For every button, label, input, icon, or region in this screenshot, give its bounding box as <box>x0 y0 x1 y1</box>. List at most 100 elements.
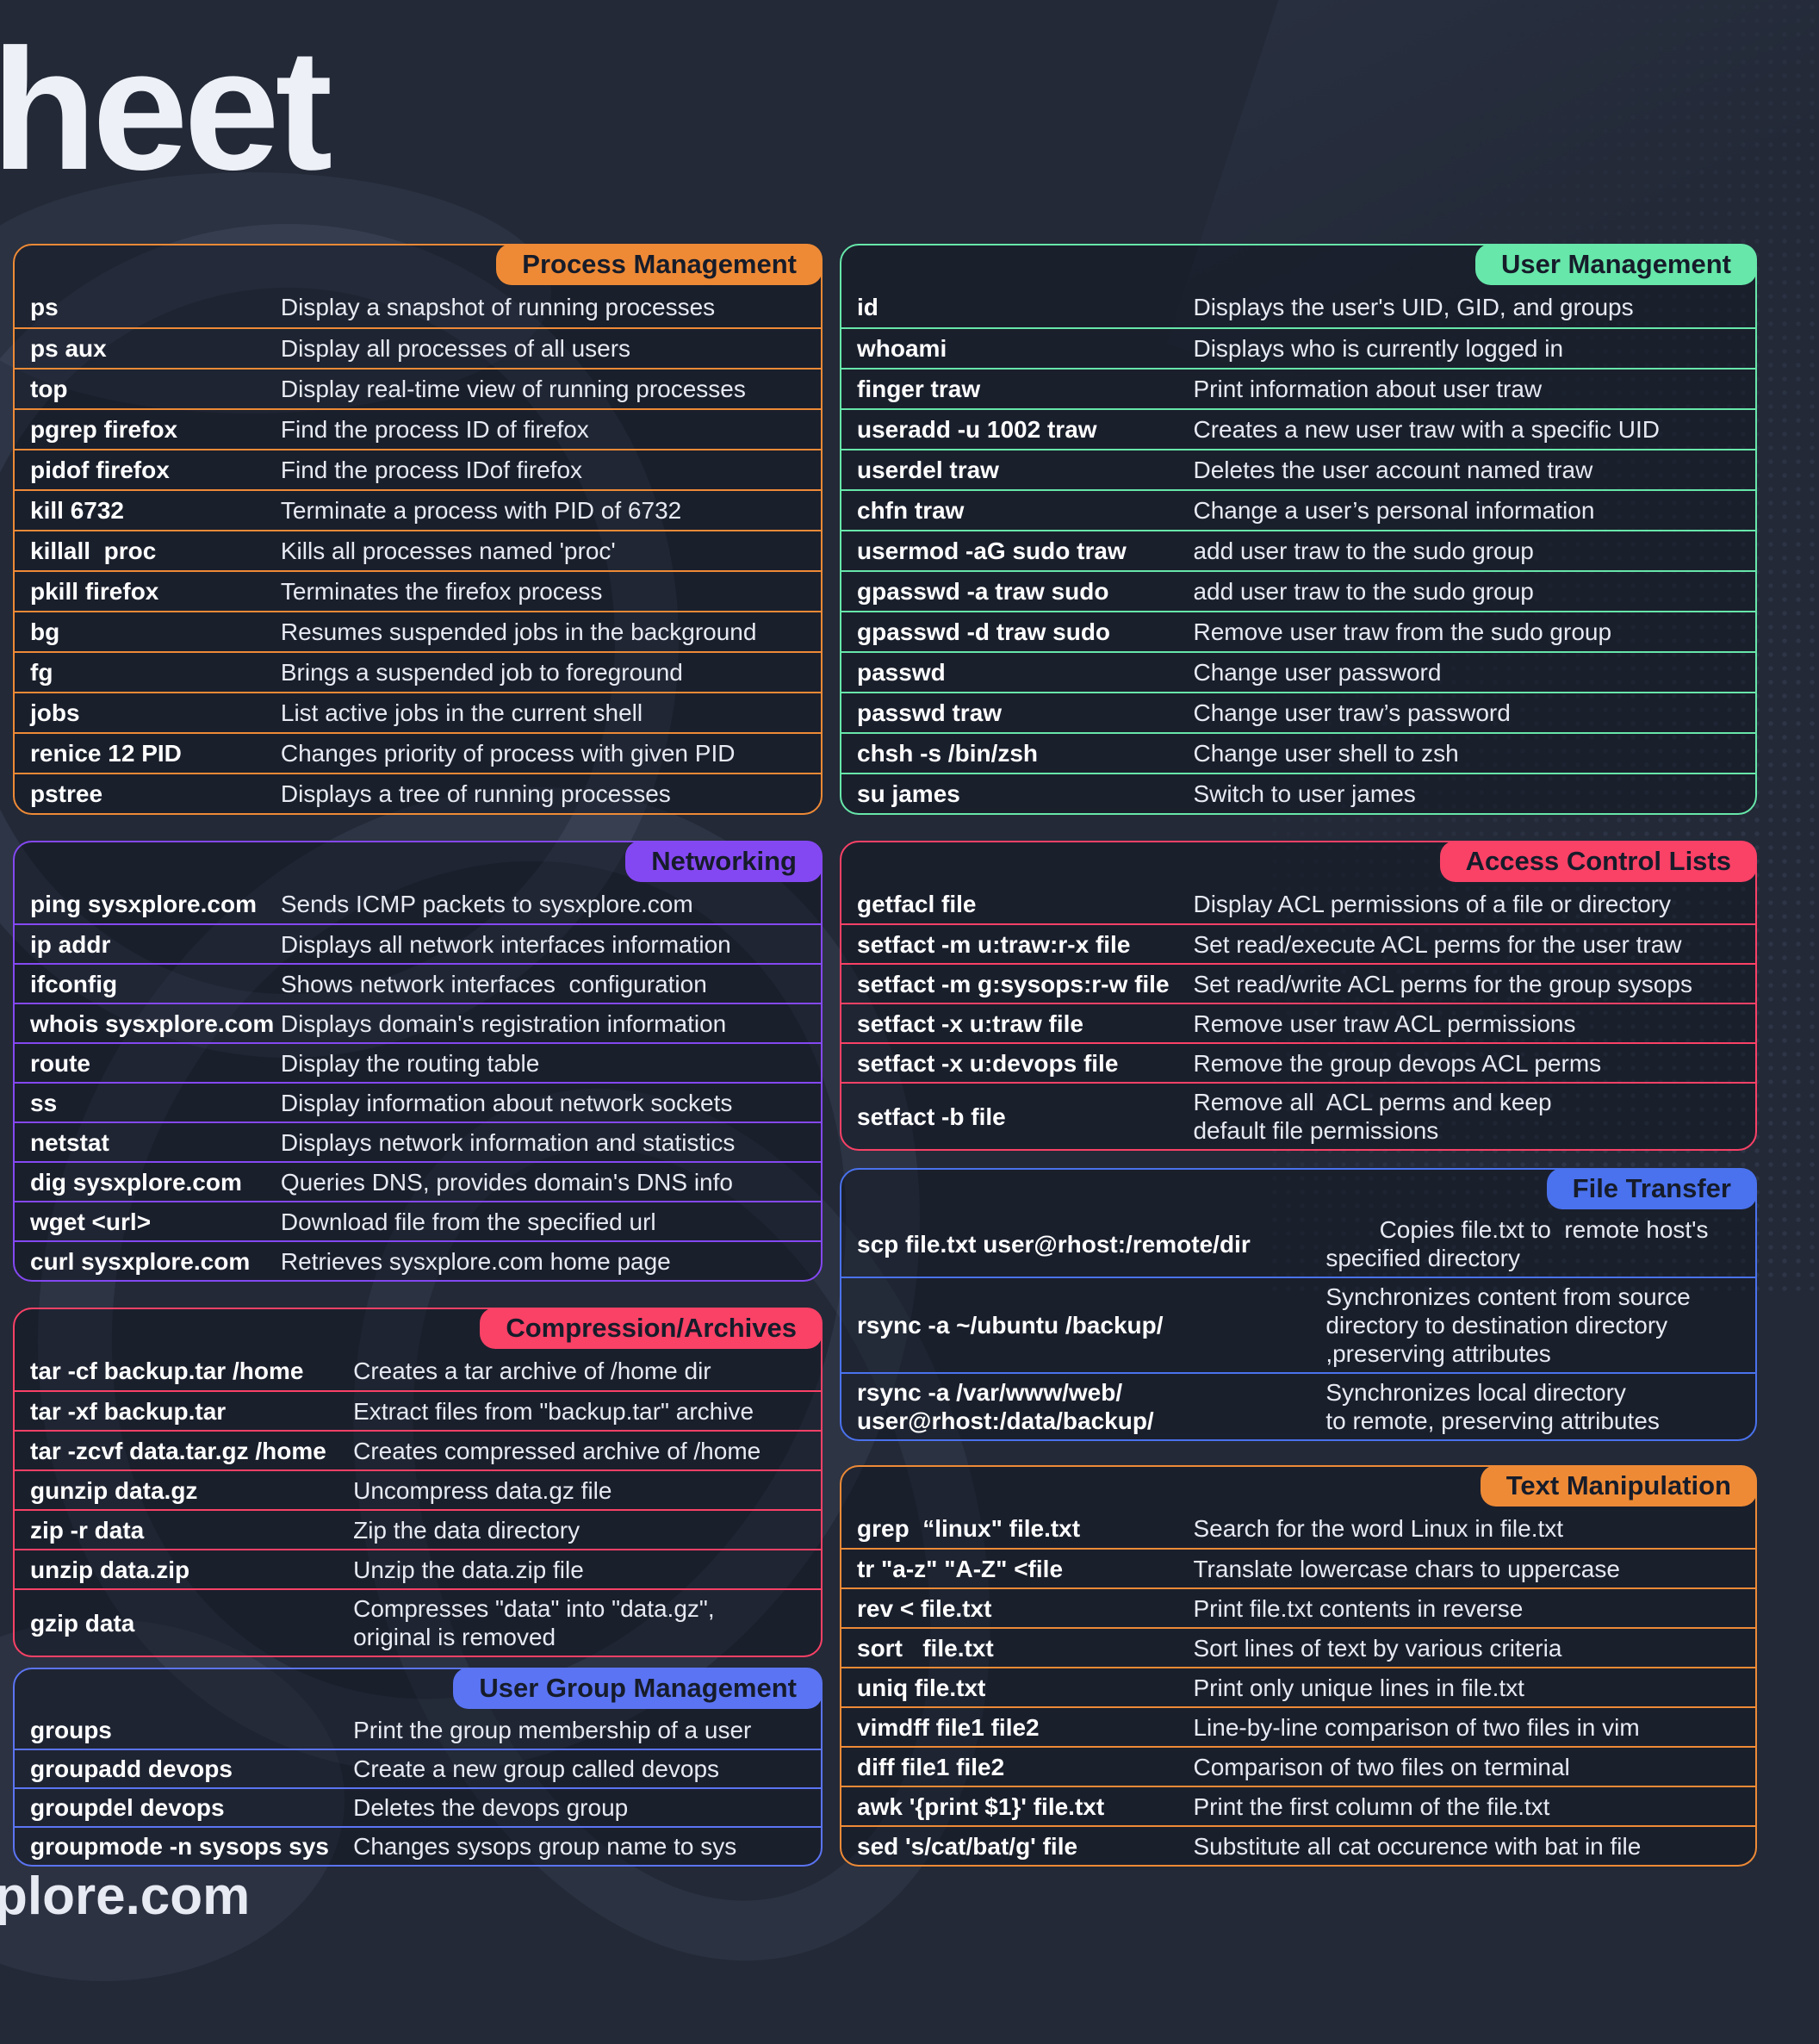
command-row: tar -cf backup.tar /home Creates a tar ar… <box>15 1351 821 1390</box>
command-description: Creates compressed archive of /home <box>353 1437 761 1464</box>
command-text: tar -cf backup.tar /home <box>30 1357 304 1384</box>
command-text: jobs <box>30 699 80 726</box>
command-text: usermod -aG sudo traw <box>857 537 1127 564</box>
command-description: Synchronizes content from source directo… <box>1325 1283 1691 1367</box>
command-row: vimdff file1 file2 Line-by-line compariso… <box>841 1706 1755 1746</box>
command-row: curl sysxplore.com Retrieves sysxplore.co… <box>15 1240 821 1280</box>
command-row: pidof firefox Find the process IDof firef… <box>15 449 821 489</box>
command-text: top <box>30 376 68 402</box>
command-row: usermod -aG sudo traw add user traw to th… <box>841 530 1755 570</box>
command-row: whois sysxplore.com Displays domain's reg… <box>15 1003 821 1042</box>
command-text: chfn traw <box>857 497 965 524</box>
command-description: Retrieves sysxplore.com home page <box>280 1247 671 1275</box>
command-row: finger traw Print information about user … <box>841 368 1755 408</box>
section-compression-archives: Compression/Archives tar -cf backup.tar … <box>13 1308 823 1657</box>
command-description: Zip the data directory <box>353 1516 580 1544</box>
command-description: Search for the word Linux in file.txt <box>1193 1514 1564 1542</box>
command-row: ifconfig Shows network interfaces configu… <box>15 963 821 1003</box>
command-row: renice 12 PID Changes priority of process… <box>15 732 821 773</box>
command-text: finger traw <box>857 376 981 402</box>
command-text: whois sysxplore.com <box>30 1010 275 1037</box>
rows: getfacl file Display ACL permissions of a… <box>841 842 1755 1149</box>
command-text: wget <url> <box>30 1208 152 1235</box>
command-row: setfact -b file Remove all ACL perms and … <box>841 1082 1755 1149</box>
command-description: List active jobs in the current shell <box>280 699 643 726</box>
command-text: setfact -m u:traw:r-x file <box>857 930 1131 958</box>
command-description: Remove the group devops ACL perms <box>1193 1049 1602 1077</box>
command-text: pgrep firefox <box>30 416 178 443</box>
command-text: ps aux <box>30 335 107 362</box>
command-description: Create a new group called devops <box>353 1755 720 1782</box>
command-description: Display the routing table <box>280 1049 540 1077</box>
command-description: Print information about user traw <box>1193 376 1543 402</box>
command-text: zip -r data <box>30 1516 145 1544</box>
command-row: setfact -m g:sysops:r-w file Set read/wri… <box>841 963 1755 1003</box>
rows: ping sysxplore.com Sends ICMP packets to … <box>15 842 821 1280</box>
command-text: setfact -x u:devops file <box>857 1049 1119 1077</box>
section-title: Process Management <box>522 249 797 279</box>
command-description: Switch to user james <box>1193 780 1416 807</box>
command-row: top Display real-time view of running pro… <box>15 368 821 408</box>
command-text: grep “linux" file.txt <box>857 1514 1081 1542</box>
command-row: gpasswd -d traw sudo Remove user traw fro… <box>841 611 1755 651</box>
command-text: su james <box>857 780 960 807</box>
command-row: zip -r data Zip the data directory <box>15 1509 821 1549</box>
command-row: pkill firefox Terminates the firefox proc… <box>15 570 821 611</box>
command-text: gunzip data.gz <box>30 1476 198 1504</box>
command-description: Set read/write ACL perms for the group s… <box>1193 970 1692 997</box>
command-description: Deletes the user account named traw <box>1193 457 1593 483</box>
section-header-badge: User Group Management <box>453 1668 823 1709</box>
command-row: kill 6732 Terminate a process with PID of… <box>15 489 821 530</box>
command-row: bg Resumes suspended jobs in the backgrou… <box>15 611 821 651</box>
command-row: tar -zcvf data.tar.gz /home Creates compr… <box>15 1430 821 1469</box>
command-text: tr "a-z" "A-Z" <file <box>857 1555 1064 1582</box>
command-description: Find the process IDof firefox <box>280 457 583 483</box>
command-text: ss <box>30 1089 58 1116</box>
command-description: Resumes suspended jobs in the background <box>280 618 757 645</box>
command-text: tar -zcvf data.tar.gz /home <box>30 1437 326 1464</box>
command-description: Change a user’s personal information <box>1193 497 1595 524</box>
section-title: Text Manipulation <box>1505 1470 1731 1500</box>
section-header-badge: Text Manipulation <box>1480 1465 1757 1507</box>
command-description: Terminates the firefox process <box>280 578 603 605</box>
command-text: gpasswd -a traw sudo <box>857 578 1109 605</box>
command-row: su james Switch to user james <box>841 773 1755 813</box>
command-description: Compresses "data" into "data.gz", origin… <box>353 1595 715 1650</box>
command-row: sed 's/cat/bat/g' file Substitute all cat… <box>841 1825 1755 1865</box>
command-description: Extract files from "backup.tar" archive <box>353 1397 754 1425</box>
command-row: setfact -x u:traw file Remove user traw A… <box>841 1003 1755 1042</box>
section-header-badge: File Transfer <box>1546 1168 1757 1209</box>
command-description: Sends ICMP packets to sysxplore.com <box>280 890 693 917</box>
footer-brand: plore.com <box>0 1867 251 1926</box>
command-text: route <box>30 1049 90 1077</box>
command-row: scp file.txt user@rhost:/remote/dir Copi… <box>841 1211 1755 1277</box>
command-description: Shows network interfaces configuration <box>280 970 707 997</box>
command-row: pgrep firefox Find the process ID of fire… <box>15 408 821 449</box>
command-row: setfact -m u:traw:r-x file Set read/execu… <box>841 923 1755 963</box>
command-text: dig sysxplore.com <box>30 1168 242 1196</box>
section-process-management: Process Management ps Display a snapshot … <box>13 244 823 815</box>
rows: tar -cf backup.tar /home Creates a tar ar… <box>15 1309 821 1656</box>
command-description: Display information about network socket… <box>280 1089 733 1116</box>
command-text: gpasswd -d traw sudo <box>857 618 1111 645</box>
command-description: Translate lowercase chars to uppercase <box>1193 1555 1620 1582</box>
rows: grep “linux" file.txt Search for the word… <box>841 1467 1755 1865</box>
command-description: Change user traw’s password <box>1193 699 1511 726</box>
command-text: sort file.txt <box>857 1634 994 1662</box>
command-text: awk '{print $1}' file.txt <box>857 1792 1105 1820</box>
command-text: useradd -u 1002 traw <box>857 416 1097 443</box>
command-text: curl sysxplore.com <box>30 1247 251 1275</box>
command-description: Display all processes of all users <box>280 335 631 362</box>
command-text: ip addr <box>30 930 111 958</box>
command-row: chsh -s /bin/zsh Change user shell to zsh <box>841 732 1755 773</box>
command-text: passwd <box>857 659 946 686</box>
command-row: wget <url> Download file from the specifi… <box>15 1201 821 1240</box>
command-row: unzip data.zip Unzip the data.zip file <box>15 1549 821 1588</box>
command-row: id Displays the user's UID, GID, and grou… <box>841 287 1755 327</box>
halftone-dots-decoration <box>1268 0 1819 1292</box>
rows: ps Display a snapshot of running processe… <box>15 245 821 813</box>
section-header-badge: Access Control Lists <box>1439 841 1757 882</box>
command-row: groupdel devops Deletes the devops group <box>15 1787 821 1826</box>
section-title: User Group Management <box>479 1673 797 1703</box>
command-text: bg <box>30 618 60 645</box>
